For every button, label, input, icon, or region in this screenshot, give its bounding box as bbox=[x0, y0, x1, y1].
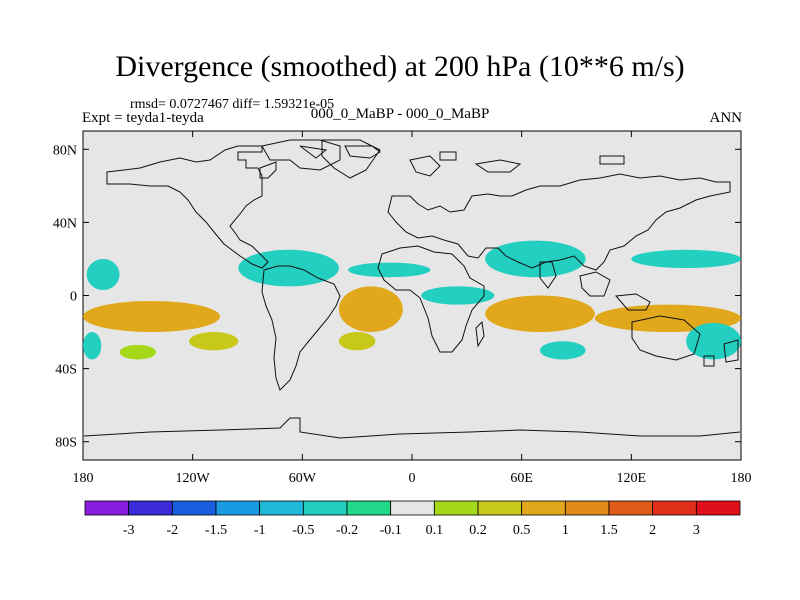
colorbar-label: -1 bbox=[254, 523, 266, 538]
colorbar-swatch bbox=[652, 500, 697, 516]
colorbar-label: 0.5 bbox=[513, 523, 531, 538]
colorbar-swatch bbox=[433, 500, 479, 516]
y-tick-label: 80S bbox=[55, 436, 77, 451]
region-east-pacific-coast bbox=[189, 332, 239, 351]
x-tick-label: 60E bbox=[510, 471, 533, 486]
colorbar-label: 1 bbox=[562, 523, 569, 538]
rmsd-diff-label: rmsd= 0.0727467 diff= 1.59321e-05 bbox=[130, 97, 335, 112]
y-tick-label: 0 bbox=[70, 290, 77, 305]
region-north-pacific-east bbox=[686, 322, 741, 360]
x-tick-label: 120E bbox=[617, 471, 647, 486]
period-label: ANN bbox=[709, 110, 743, 126]
colorbar-swatch bbox=[84, 500, 130, 516]
x-tick-label: 60W bbox=[289, 471, 317, 486]
colorbar-swatch bbox=[564, 500, 610, 516]
colorbar-label: -0.2 bbox=[336, 523, 358, 538]
x-axis: 180 120W 60W 0 60E 120E 180 bbox=[73, 131, 752, 486]
region-indian-ocean-north bbox=[485, 240, 586, 278]
region-north-africa bbox=[348, 262, 431, 278]
x-tick-label: 0 bbox=[409, 471, 416, 486]
colorbar-label: 0.2 bbox=[469, 523, 487, 538]
coastline-outlines bbox=[83, 139, 741, 439]
region-gulf-guinea bbox=[421, 286, 495, 305]
region-south-indian bbox=[539, 341, 586, 360]
region-west-pacific-sw bbox=[83, 332, 102, 360]
region-south-pacific-small bbox=[119, 344, 157, 360]
chart-title: Divergence (smoothed) at 200 hPa (10**6 … bbox=[115, 50, 685, 83]
colorbar-label: -3 bbox=[123, 523, 135, 538]
colorbar: -3 -2 -1.5 -1 -0.5 -0.2 -0.1 0.1 0.2 0.5 1 1.5 2 3 bbox=[84, 500, 741, 538]
y-tick-label: 80N bbox=[53, 143, 77, 158]
colorbar-swatch bbox=[346, 500, 392, 516]
colorbar-label: 3 bbox=[693, 523, 700, 538]
colorbar-label: -0.5 bbox=[292, 523, 314, 538]
x-tick-label: 180 bbox=[731, 471, 752, 486]
colorbar-label: -1.5 bbox=[205, 523, 227, 538]
colorbar-swatch bbox=[521, 500, 566, 516]
colorbar-swatch bbox=[171, 500, 217, 516]
region-north-pacific-arc bbox=[238, 249, 339, 287]
region-indian-ocean-central bbox=[485, 295, 595, 333]
colorbar-label: 1.5 bbox=[600, 523, 618, 538]
y-tick-label: 40N bbox=[53, 216, 77, 231]
colorbar-swatch bbox=[608, 500, 654, 516]
colorbar-swatch bbox=[390, 500, 435, 516]
colorbar-label: 0.1 bbox=[426, 523, 444, 538]
region-atlantic-sw-patches bbox=[338, 332, 376, 351]
colorbar-swatch bbox=[128, 500, 173, 516]
y-axis: 80N 40N 0 40S 80S bbox=[53, 143, 741, 451]
region-central-pacific-north bbox=[86, 258, 120, 291]
case-label: 000_0_MaBP - 000_0_MaBP bbox=[310, 106, 490, 122]
region-central-pacific-south bbox=[92, 306, 129, 318]
region-west-pacific-north bbox=[631, 249, 742, 269]
colorbar-swatch bbox=[259, 500, 304, 516]
y-tick-label: 40S bbox=[55, 363, 77, 378]
colorbar-label: -0.1 bbox=[380, 523, 402, 538]
colorbar-label: 2 bbox=[649, 523, 656, 538]
colorbar-swatch bbox=[302, 500, 348, 516]
colorbar-swatch bbox=[695, 500, 741, 516]
x-tick-label: 180 bbox=[73, 471, 94, 486]
colorbar-swatch bbox=[215, 500, 261, 516]
region-tropical-atlantic bbox=[338, 286, 403, 333]
colorbar-label: -2 bbox=[166, 523, 178, 538]
x-tick-label: 120W bbox=[176, 471, 211, 486]
experiment-label: Expt = teyda1-teyda bbox=[82, 110, 204, 126]
colorbar-swatch bbox=[477, 500, 523, 516]
plot-area bbox=[82, 130, 742, 461]
